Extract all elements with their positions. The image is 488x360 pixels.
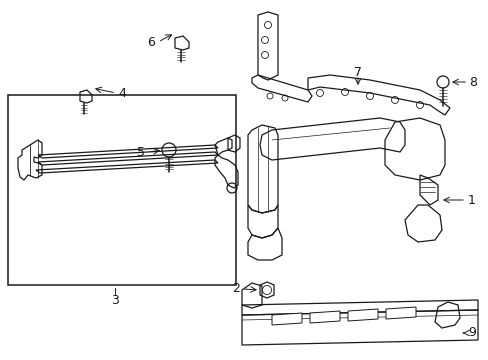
Text: 1: 1	[467, 194, 475, 207]
Polygon shape	[385, 307, 415, 319]
Text: 9: 9	[467, 327, 475, 339]
Polygon shape	[309, 311, 339, 323]
Polygon shape	[271, 313, 302, 325]
Text: 4: 4	[118, 86, 125, 99]
Text: 5: 5	[137, 145, 145, 158]
Bar	[8, 95, 236, 285]
Text: 3: 3	[111, 293, 119, 306]
Text: 2: 2	[232, 283, 240, 296]
Text: 6: 6	[147, 36, 155, 49]
Polygon shape	[347, 309, 377, 321]
Text: 8: 8	[468, 76, 476, 89]
Text: 7: 7	[353, 66, 361, 78]
